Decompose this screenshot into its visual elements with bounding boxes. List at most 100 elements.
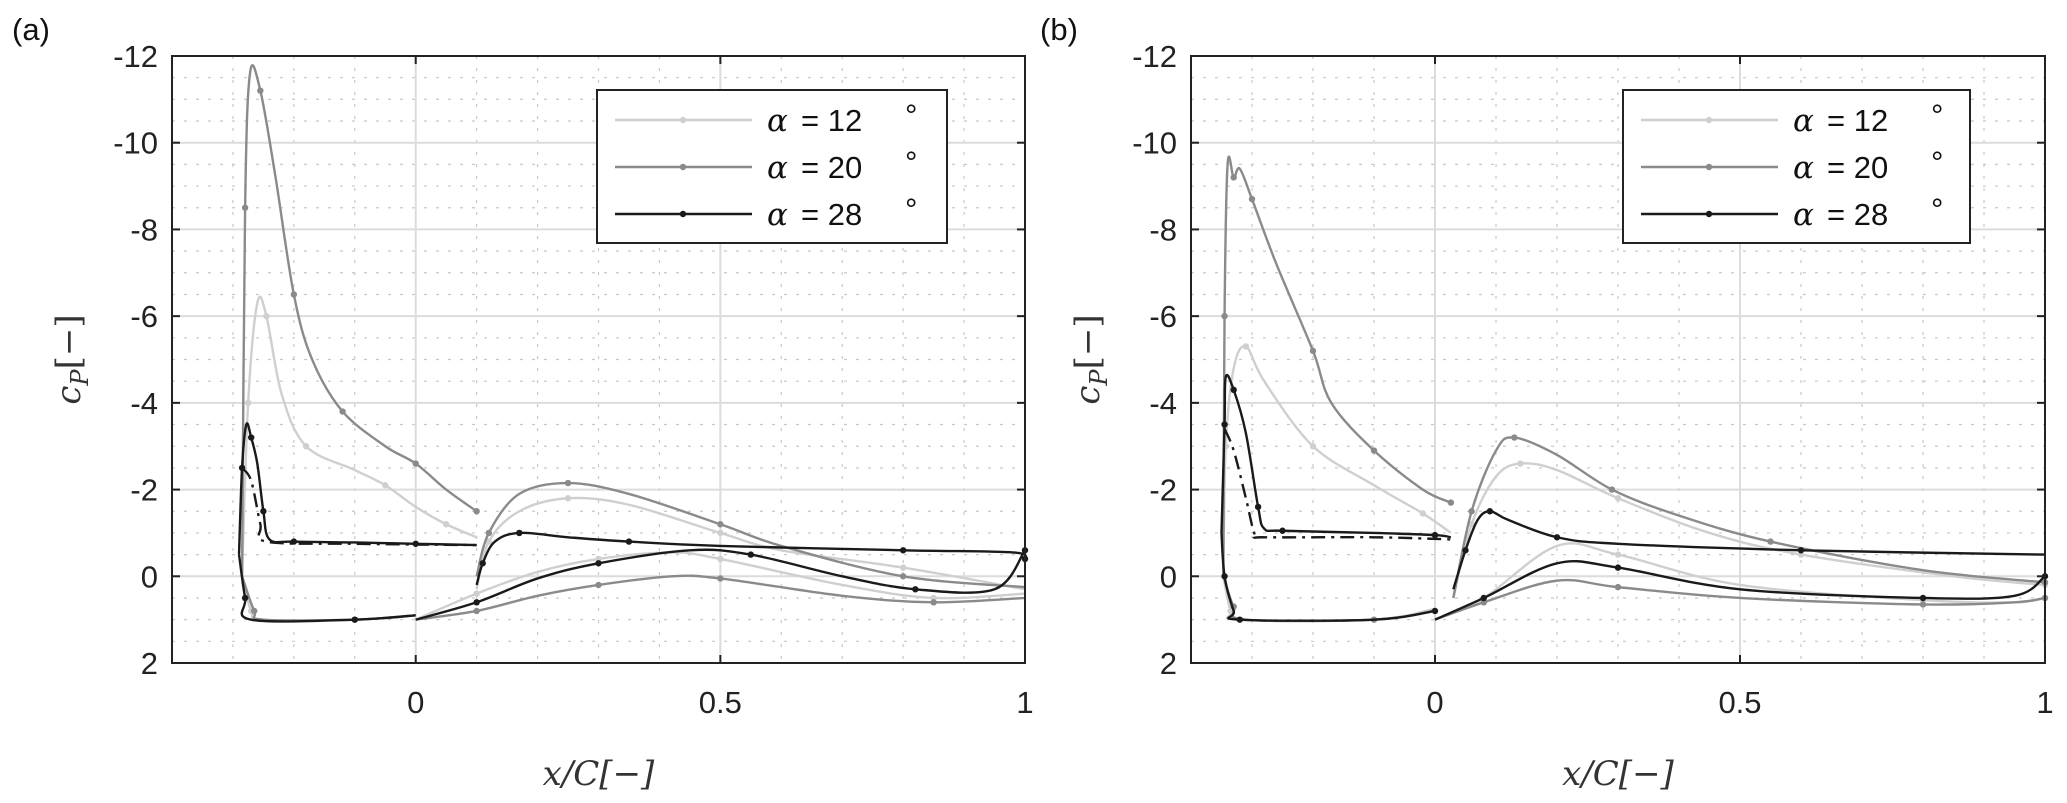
- data-point: [1614, 564, 1622, 571]
- legend-swatch-marker: [1705, 210, 1713, 218]
- legend-item: α = 12 °: [615, 98, 917, 139]
- data-point: [382, 482, 389, 489]
- data-point: [564, 479, 572, 487]
- legend-value: = 28: [1827, 197, 1888, 232]
- data-point: [263, 312, 270, 320]
- data-point: [899, 564, 907, 571]
- legend-value: = 12: [801, 103, 862, 138]
- legend-value: = 12: [1827, 103, 1888, 138]
- data-point: [1614, 583, 1622, 591]
- y-tick-label: -12: [113, 39, 158, 74]
- series-alpha-28: [1220, 373, 2049, 623]
- legend-alpha-symbol: α: [1793, 150, 1814, 186]
- y-tick-label: -2: [130, 473, 158, 508]
- data-point: [473, 590, 480, 597]
- x-tick-label: 0: [407, 685, 424, 720]
- series-alpha-20: [240, 64, 1026, 623]
- y-tick-label: -12: [1132, 39, 1177, 74]
- x-axis-label: x/C[−]: [1562, 754, 1674, 794]
- data-point: [257, 87, 264, 94]
- legend-alpha-symbol: α: [767, 197, 788, 233]
- slat-upper-dashed-line: [1223, 428, 1451, 541]
- y-tick-label: -10: [113, 126, 158, 161]
- legend-value: = 28: [801, 197, 862, 232]
- slat-lower-line: [237, 554, 416, 623]
- data-point: [302, 443, 310, 450]
- y-axis-label: cP[−]: [49, 314, 94, 404]
- data-point: [717, 521, 724, 528]
- main-lower-line: [1434, 560, 2046, 621]
- legend-item: α = 28 °: [1641, 192, 1943, 233]
- data-point: [485, 529, 493, 537]
- data-point: [442, 521, 450, 528]
- legend-swatch-marker: [1705, 116, 1713, 124]
- x-axis-label: x/C[−]: [543, 754, 655, 794]
- data-point: [1608, 486, 1616, 493]
- y-tick-label: 0: [1160, 559, 1177, 594]
- y-axis-label-unit: [−]: [49, 314, 89, 369]
- y-tick-label: -4: [1149, 386, 1177, 421]
- y-axis-label-unit: [−]: [1068, 314, 1108, 369]
- legend-degree: °: [905, 98, 917, 133]
- legend-swatch-marker: [679, 210, 687, 218]
- data-point: [1242, 343, 1250, 350]
- y-tick-label: 2: [141, 646, 158, 681]
- legend-degree: °: [905, 192, 917, 227]
- data-point: [1230, 174, 1237, 181]
- main-lower-line: [415, 551, 1026, 621]
- legend-alpha-symbol: α: [1793, 103, 1814, 139]
- legend-alpha-symbol: α: [767, 150, 788, 186]
- x-tick-label: 1: [1016, 685, 1033, 720]
- y-axis-label-sub: P: [1085, 369, 1113, 387]
- data-point: [473, 508, 480, 515]
- data-point: [244, 399, 252, 407]
- legend-degree: °: [1931, 145, 1943, 180]
- y-tick-label: -10: [1132, 126, 1177, 161]
- y-tick-label: -2: [1149, 473, 1177, 508]
- panel-a: -12 -10 -8 -6 -4 -2 0 2 0 0.5 1 (a) x/C[−] cP[−] α = 12…: [12, 12, 1034, 794]
- data-point: [1553, 534, 1561, 541]
- data-point: [1767, 538, 1774, 545]
- data-point: [1236, 616, 1244, 623]
- y-axis-label: cP[−]: [1068, 314, 1113, 404]
- legend: α = 12 ° α = 20 ° α = 28 °: [1622, 89, 1971, 244]
- data-point: [473, 599, 480, 606]
- slat-upper-dashed-line: [241, 467, 477, 547]
- data-point: [595, 560, 602, 567]
- data-point: [1230, 386, 1237, 394]
- y-axis-label-sub: P: [66, 369, 94, 387]
- data-point: [1614, 495, 1622, 502]
- data-point: [479, 560, 486, 567]
- data-point: [1221, 312, 1228, 320]
- data-point: [473, 607, 480, 615]
- legend-degree: °: [905, 145, 917, 180]
- data-point: [351, 616, 358, 623]
- y-tick-label: -8: [1149, 212, 1177, 247]
- data-point: [260, 508, 267, 515]
- data-point: [1254, 503, 1262, 511]
- data-point: [516, 529, 523, 537]
- main-lower-line: [415, 574, 1026, 621]
- data-point: [412, 460, 419, 467]
- data-point: [290, 291, 298, 298]
- panel-label: (a): [12, 12, 50, 47]
- legend-item: α = 12 °: [1641, 98, 1943, 139]
- legend-swatch-marker: [679, 163, 687, 171]
- data-point: [1431, 531, 1439, 539]
- data-point: [1309, 347, 1317, 355]
- data-point: [1462, 547, 1469, 554]
- data-point: [1480, 594, 1488, 602]
- data-point: [899, 573, 907, 580]
- y-tick-label: 0: [141, 559, 158, 594]
- legend-alpha-symbol: α: [767, 103, 788, 139]
- panel-b: -12 -10 -8 -6 -4 -2 0 2 0 0.5 1 (b) x/C[−] cP[−] α = 12…: [1040, 12, 2054, 794]
- data-point: [1248, 195, 1256, 203]
- data-point: [1431, 607, 1439, 615]
- legend-swatch-marker: [679, 116, 687, 124]
- main-lower-line: [415, 548, 1027, 621]
- y-tick-label: 2: [1160, 646, 1177, 681]
- data-point: [485, 538, 493, 545]
- data-point: [248, 434, 255, 441]
- y-axis-label-main: c: [49, 386, 89, 405]
